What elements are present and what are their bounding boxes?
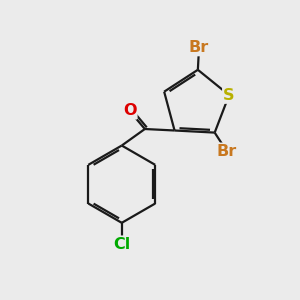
Text: S: S (223, 88, 235, 103)
Text: Cl: Cl (113, 237, 130, 252)
Text: Br: Br (189, 40, 209, 55)
Text: O: O (123, 103, 136, 118)
Text: Br: Br (217, 144, 237, 159)
